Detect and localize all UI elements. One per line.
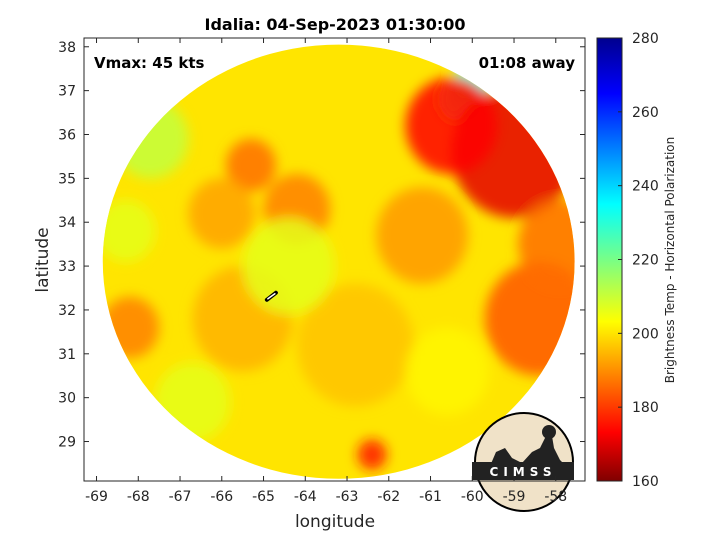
temperature-feature bbox=[405, 327, 489, 416]
x-tick-label: -62 bbox=[377, 489, 400, 505]
x-axis-ticks: -69 -68 -67 -66 -65 -64 -63 -62 -61 -60 -59 -58 bbox=[85, 38, 567, 505]
colorbar-tick-label: 280 bbox=[632, 31, 659, 47]
time-away-annotation: 01:08 away bbox=[479, 54, 576, 72]
colorbar-tick-label: 260 bbox=[632, 105, 659, 121]
x-tick-label: -59 bbox=[503, 489, 526, 505]
y-tick-label: 34 bbox=[58, 215, 76, 231]
x-tick-label: -64 bbox=[294, 489, 317, 505]
y-axis-label: latitude bbox=[33, 227, 53, 292]
colorbar bbox=[596, 37, 623, 482]
y-tick-label: 36 bbox=[58, 127, 76, 143]
temperature-feature bbox=[242, 217, 335, 315]
y-tick-label: 29 bbox=[58, 435, 76, 451]
brightness-temp-features bbox=[102, 62, 575, 471]
x-tick-label: -63 bbox=[336, 489, 359, 505]
temperature-feature bbox=[296, 283, 414, 407]
cimss-logo: CIMSS bbox=[472, 412, 574, 512]
temperature-feature bbox=[518, 200, 575, 289]
temperature-feature bbox=[188, 178, 256, 249]
logo-text: CIMSS bbox=[490, 465, 557, 479]
colorbar-tick-label: 180 bbox=[632, 400, 659, 416]
temperature-feature bbox=[376, 187, 469, 284]
y-tick-label: 32 bbox=[58, 303, 76, 319]
x-tick-label: -58 bbox=[544, 489, 567, 505]
x-tick-label: -60 bbox=[461, 489, 484, 505]
colorbar-tick-label: 160 bbox=[632, 474, 659, 490]
y-tick-label: 38 bbox=[58, 40, 76, 56]
x-tick-label: -66 bbox=[210, 489, 233, 505]
x-tick-label: -68 bbox=[127, 489, 150, 505]
plot-frame bbox=[83, 37, 586, 482]
colorbar-ticks: 160 180 200 220 240 260 280 bbox=[618, 31, 659, 490]
temperature-feature bbox=[225, 138, 277, 192]
vmax-annotation: Vmax: 45 kts bbox=[94, 54, 204, 72]
storm-marker-highlight bbox=[267, 293, 276, 300]
x-tick-label: -69 bbox=[85, 489, 108, 505]
x-tick-label: -65 bbox=[252, 489, 275, 505]
storm-center-marker bbox=[264, 290, 278, 302]
x-axis-label: longitude bbox=[295, 512, 375, 532]
temperature-feature bbox=[102, 200, 155, 262]
x-tick-label: -61 bbox=[419, 489, 442, 505]
y-tick-label: 33 bbox=[58, 259, 76, 275]
y-tick-label: 30 bbox=[58, 391, 76, 407]
y-tick-label: 35 bbox=[58, 171, 76, 187]
temperature-feature bbox=[405, 77, 498, 174]
temperature-feature bbox=[357, 439, 387, 471]
colorbar-tick-label: 220 bbox=[632, 253, 659, 269]
colorbar-label: Brightness Temp - Horizontal Polarizatio… bbox=[663, 137, 677, 384]
colorbar-tick-label: 240 bbox=[632, 179, 659, 195]
x-tick-label: -67 bbox=[169, 489, 192, 505]
chart-title: Idalia: 04-Sep-2023 01:30:00 bbox=[204, 15, 465, 34]
colorbar-tick-label: 200 bbox=[632, 326, 659, 342]
y-tick-label: 37 bbox=[58, 84, 76, 100]
y-tick-label: 31 bbox=[58, 347, 76, 363]
y-axis-ticks: 29 30 31 32 33 34 35 36 37 38 bbox=[58, 40, 585, 451]
